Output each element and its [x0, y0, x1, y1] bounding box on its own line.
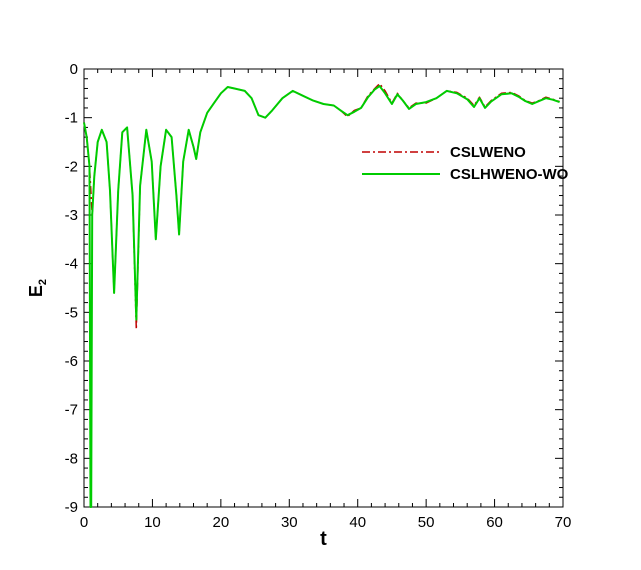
series-lines — [83, 82, 560, 508]
series-line-cslhweno-wo — [83, 85, 560, 508]
y-tick-label: -8 — [65, 450, 78, 467]
y-axis-title: E2 — [26, 279, 49, 297]
tick-labels: 0 10 20 30 40 50 60 70 0 -1 -2 -3 -4 -5 -6 -7 -8 -9 — [65, 61, 572, 531]
legend-label: CSLHWENO-WO — [450, 166, 569, 183]
x-tick-label: 30 — [281, 514, 298, 531]
y-tick-label: -4 — [65, 256, 78, 273]
x-tick-label: 0 — [80, 514, 88, 531]
y-axis-title-subscript: 2 — [37, 279, 49, 285]
x-tick-label: 60 — [486, 514, 503, 531]
x-tick-label: 40 — [349, 514, 366, 531]
x-tick-label: 70 — [555, 514, 572, 531]
series-line-cslweno — [83, 82, 560, 331]
y-tick-label: -1 — [65, 110, 78, 127]
y-tick-label: -3 — [65, 207, 78, 224]
plot-frame — [83, 68, 564, 508]
y-axis-title-main: E — [26, 285, 46, 297]
legend: CSLWENO CSLHWENO-WO — [362, 144, 569, 183]
legend-label: CSLWENO — [450, 144, 526, 161]
x-tick-label: 50 — [418, 514, 435, 531]
ticks — [83, 68, 564, 508]
y-tick-label: -2 — [65, 158, 78, 175]
y-tick-label: -7 — [65, 402, 78, 419]
x-tick-label: 10 — [144, 514, 161, 531]
x-axis-title: t — [320, 528, 327, 550]
y-tick-label: 0 — [70, 61, 78, 78]
x-tick-label: 20 — [213, 514, 230, 531]
y-tick-label: -9 — [65, 499, 78, 516]
y-tick-label: -5 — [65, 304, 78, 321]
y-tick-label: -6 — [65, 353, 78, 370]
